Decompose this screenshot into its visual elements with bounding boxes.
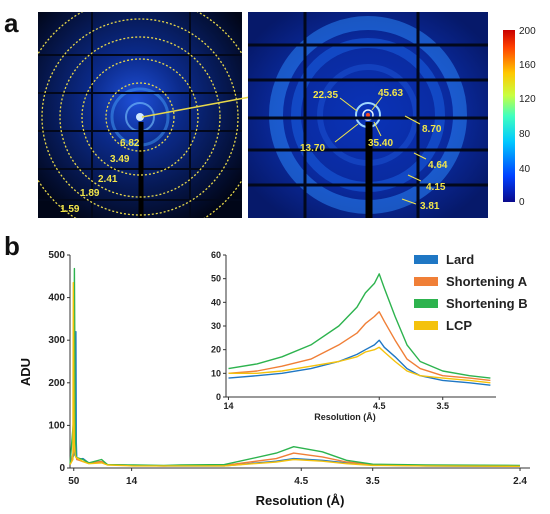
main-x-tick-label: 3.5: [366, 476, 380, 487]
legend-label: Shortening A: [446, 274, 528, 289]
ring-label: 1.89: [80, 188, 100, 199]
ring-label: 6.82: [120, 138, 140, 149]
peak-leader-lines: [334, 96, 427, 205]
legend-label: Lard: [446, 252, 474, 267]
main-y-tick-label: 400: [48, 293, 65, 304]
legend-swatch: [414, 299, 438, 308]
peak-label: 3.81: [420, 201, 440, 212]
colorbar-tick: 80: [519, 129, 531, 140]
inset-x-tick-label: 4.5: [373, 401, 386, 411]
ring-label: 1.59: [60, 204, 80, 215]
ring-label: 2.41: [98, 174, 118, 185]
inset-series: [228, 273, 491, 386]
main-x-axis-title: Resolution (Å): [256, 493, 345, 508]
main-x-tick-label: 14: [126, 476, 138, 487]
inset-y-tick-label: 10: [211, 368, 221, 378]
peak-label: 35.40: [368, 138, 393, 149]
inset-y-tick-label: 0: [216, 392, 221, 402]
inset-chart: 0 10 20 30 40 50 60 14 4.5 3.5 Resolution (Å): [211, 250, 496, 422]
colorbar-tick: 160: [519, 60, 536, 71]
panel-a-letter: a: [4, 8, 19, 38]
peak-label: 8.70: [422, 124, 442, 135]
diffraction-image-right: 22.35 45.63 13.70 35.40 8.70 4.64 4.15 3…: [248, 12, 488, 218]
main-series-line-shortening-b: [69, 267, 521, 467]
main-y-tick-label: 100: [48, 420, 65, 431]
legend-swatch: [414, 321, 438, 330]
legend-label: Shortening B: [446, 296, 528, 311]
inset-x-tick-label: 14: [223, 401, 233, 411]
right-image-content: [248, 12, 488, 218]
legend-label: LCP: [446, 318, 472, 333]
main-x-tick-label: 4.5: [294, 476, 308, 487]
left-image-content: [38, 12, 242, 218]
main-series-line-shortening-a: [69, 403, 521, 467]
peak-label: 4.15: [426, 182, 446, 193]
peak-label: 13.70: [300, 143, 325, 154]
main-y-tick-label: 500: [48, 250, 65, 261]
inset-series-line-shortening-a: [228, 311, 491, 382]
inset-y-tick-label: 50: [211, 274, 221, 284]
panel-b-letter: b: [4, 231, 20, 261]
inset-x-tick-label: 3.5: [436, 401, 449, 411]
main-y-tick-label: 200: [48, 378, 65, 389]
main-y-tick-label: 0: [59, 463, 65, 474]
inset-ticks: 0 10 20 30 40 50 60 14 4.5 3.5: [211, 250, 449, 411]
zoom-connector-line: [141, 96, 251, 118]
inset-y-tick-label: 30: [211, 321, 221, 331]
colorbar-tick: 120: [519, 94, 536, 105]
peak-label: 22.35: [313, 90, 338, 101]
main-y-axis-title: ADU: [18, 358, 33, 386]
inset-y-tick-label: 40: [211, 297, 221, 307]
legend: Lard Shortening A Shortening B LCP: [414, 252, 528, 333]
inset-y-tick-label: 20: [211, 345, 221, 355]
inset-series-line-shortening-b: [228, 273, 491, 379]
legend-swatch: [414, 277, 438, 286]
ring-label: 3.49: [110, 154, 130, 165]
inset-series-line-lcp: [228, 346, 491, 384]
colorbar-tick: 200: [519, 26, 536, 37]
colorbar-gradient: [503, 30, 515, 202]
colorbar-tick: 40: [519, 164, 531, 175]
peak-label: 45.63: [378, 88, 403, 99]
resolution-rings: [38, 12, 242, 218]
colorbar: 200 160 120 80 40 0: [503, 26, 536, 208]
inset-y-tick-label: 60: [211, 250, 221, 260]
peak-label: 4.64: [428, 160, 448, 171]
main-x-tick-label: 2.4: [513, 476, 527, 487]
main-series-line-lcp: [69, 282, 521, 467]
inset-x-axis-title: Resolution (Å): [314, 412, 376, 422]
inset-series-line-lard: [228, 339, 491, 386]
colorbar-tick: 0: [519, 197, 525, 208]
main-x-tick-label: 50: [68, 476, 80, 487]
diffraction-image-left: 6.82 3.49 2.41 1.89 1.59: [38, 12, 242, 218]
main-y-tick-label: 300: [48, 335, 65, 346]
legend-swatch: [414, 255, 438, 264]
main-axes: [69, 255, 530, 469]
main-series: [69, 267, 521, 467]
